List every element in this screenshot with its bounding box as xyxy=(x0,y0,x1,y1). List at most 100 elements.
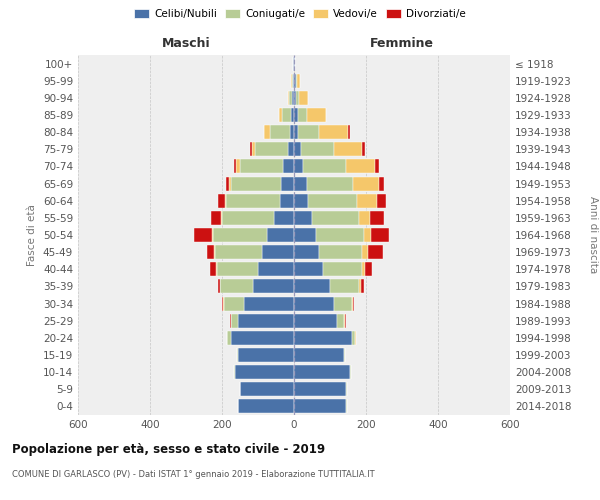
Bar xyxy=(283,160,294,173)
Bar xyxy=(293,56,294,70)
Bar xyxy=(344,348,345,362)
Bar xyxy=(294,125,298,139)
Text: Femmine: Femmine xyxy=(370,37,434,50)
Bar xyxy=(334,142,362,156)
Bar xyxy=(294,296,334,310)
Bar xyxy=(231,314,238,328)
Bar xyxy=(294,262,323,276)
Bar xyxy=(308,194,357,207)
Bar xyxy=(262,245,294,259)
Bar xyxy=(238,348,294,362)
Bar xyxy=(316,228,364,242)
Bar xyxy=(337,314,344,328)
Bar xyxy=(226,176,229,190)
Bar xyxy=(379,176,384,190)
Bar xyxy=(375,160,379,173)
Legend: Celibi/Nubili, Coniugati/e, Vedovi/e, Divorziati/e: Celibi/Nubili, Coniugati/e, Vedovi/e, Di… xyxy=(130,5,470,24)
Bar xyxy=(345,314,346,328)
Bar xyxy=(280,194,294,207)
Bar xyxy=(281,176,294,190)
Bar xyxy=(352,296,353,310)
Bar xyxy=(352,331,355,345)
Bar xyxy=(323,262,362,276)
Bar xyxy=(255,142,287,156)
Bar xyxy=(292,91,294,105)
Bar xyxy=(267,228,294,242)
Bar xyxy=(371,228,389,242)
Bar xyxy=(213,228,267,242)
Bar xyxy=(364,228,371,242)
Bar xyxy=(319,125,348,139)
Bar xyxy=(365,262,373,276)
Bar xyxy=(294,108,298,122)
Bar xyxy=(293,74,294,88)
Bar xyxy=(361,280,364,293)
Bar xyxy=(236,160,240,173)
Y-axis label: Fasce di età: Fasce di età xyxy=(28,204,37,266)
Bar xyxy=(370,211,384,225)
Bar xyxy=(240,160,283,173)
Bar xyxy=(214,245,215,259)
Bar xyxy=(344,314,345,328)
Bar xyxy=(207,245,214,259)
Bar xyxy=(231,176,281,190)
Bar xyxy=(359,211,370,225)
Bar xyxy=(253,280,294,293)
Bar xyxy=(216,262,217,276)
Bar xyxy=(294,331,352,345)
Bar xyxy=(224,194,226,207)
Bar xyxy=(298,125,319,139)
Bar xyxy=(264,125,265,139)
Text: COMUNE DI GARLASCO (PV) - Dati ISTAT 1° gennaio 2019 - Elaborazione TUTTITALIA.I: COMUNE DI GARLASCO (PV) - Dati ISTAT 1° … xyxy=(12,470,374,479)
Bar xyxy=(296,91,299,105)
Bar xyxy=(278,108,282,122)
Bar xyxy=(377,194,386,207)
Bar xyxy=(194,228,212,242)
Bar xyxy=(334,296,352,310)
Bar xyxy=(235,365,294,379)
Bar xyxy=(330,280,359,293)
Bar xyxy=(301,142,334,156)
Bar xyxy=(250,142,251,156)
Bar xyxy=(240,382,294,396)
Bar xyxy=(294,314,337,328)
Bar xyxy=(229,176,231,190)
Bar xyxy=(294,365,350,379)
Bar xyxy=(274,211,294,225)
Bar xyxy=(289,91,292,105)
Bar xyxy=(294,176,307,190)
Bar xyxy=(221,211,222,225)
Bar xyxy=(215,245,262,259)
Bar xyxy=(359,280,361,293)
Bar xyxy=(292,74,293,88)
Bar xyxy=(282,108,291,122)
Bar xyxy=(227,331,231,345)
Bar xyxy=(298,108,307,122)
Bar xyxy=(238,314,294,328)
Bar xyxy=(291,108,294,122)
Bar xyxy=(217,262,258,276)
Bar xyxy=(294,194,308,207)
Bar xyxy=(220,280,253,293)
Bar xyxy=(294,400,346,413)
Bar xyxy=(226,194,280,207)
Bar xyxy=(353,176,379,190)
Bar xyxy=(270,125,290,139)
Bar xyxy=(290,125,294,139)
Bar xyxy=(211,211,221,225)
Text: Popolazione per età, sesso e stato civile - 2019: Popolazione per età, sesso e stato civil… xyxy=(12,442,325,456)
Bar xyxy=(296,74,297,88)
Bar xyxy=(294,74,296,88)
Bar xyxy=(294,280,330,293)
Bar xyxy=(265,125,270,139)
Bar xyxy=(319,245,362,259)
Bar xyxy=(294,245,319,259)
Bar xyxy=(244,296,294,310)
Bar xyxy=(362,262,365,276)
Bar xyxy=(294,142,301,156)
Bar xyxy=(346,160,375,173)
Bar xyxy=(294,211,312,225)
Bar xyxy=(251,142,255,156)
Bar xyxy=(294,382,346,396)
Bar xyxy=(357,194,377,207)
